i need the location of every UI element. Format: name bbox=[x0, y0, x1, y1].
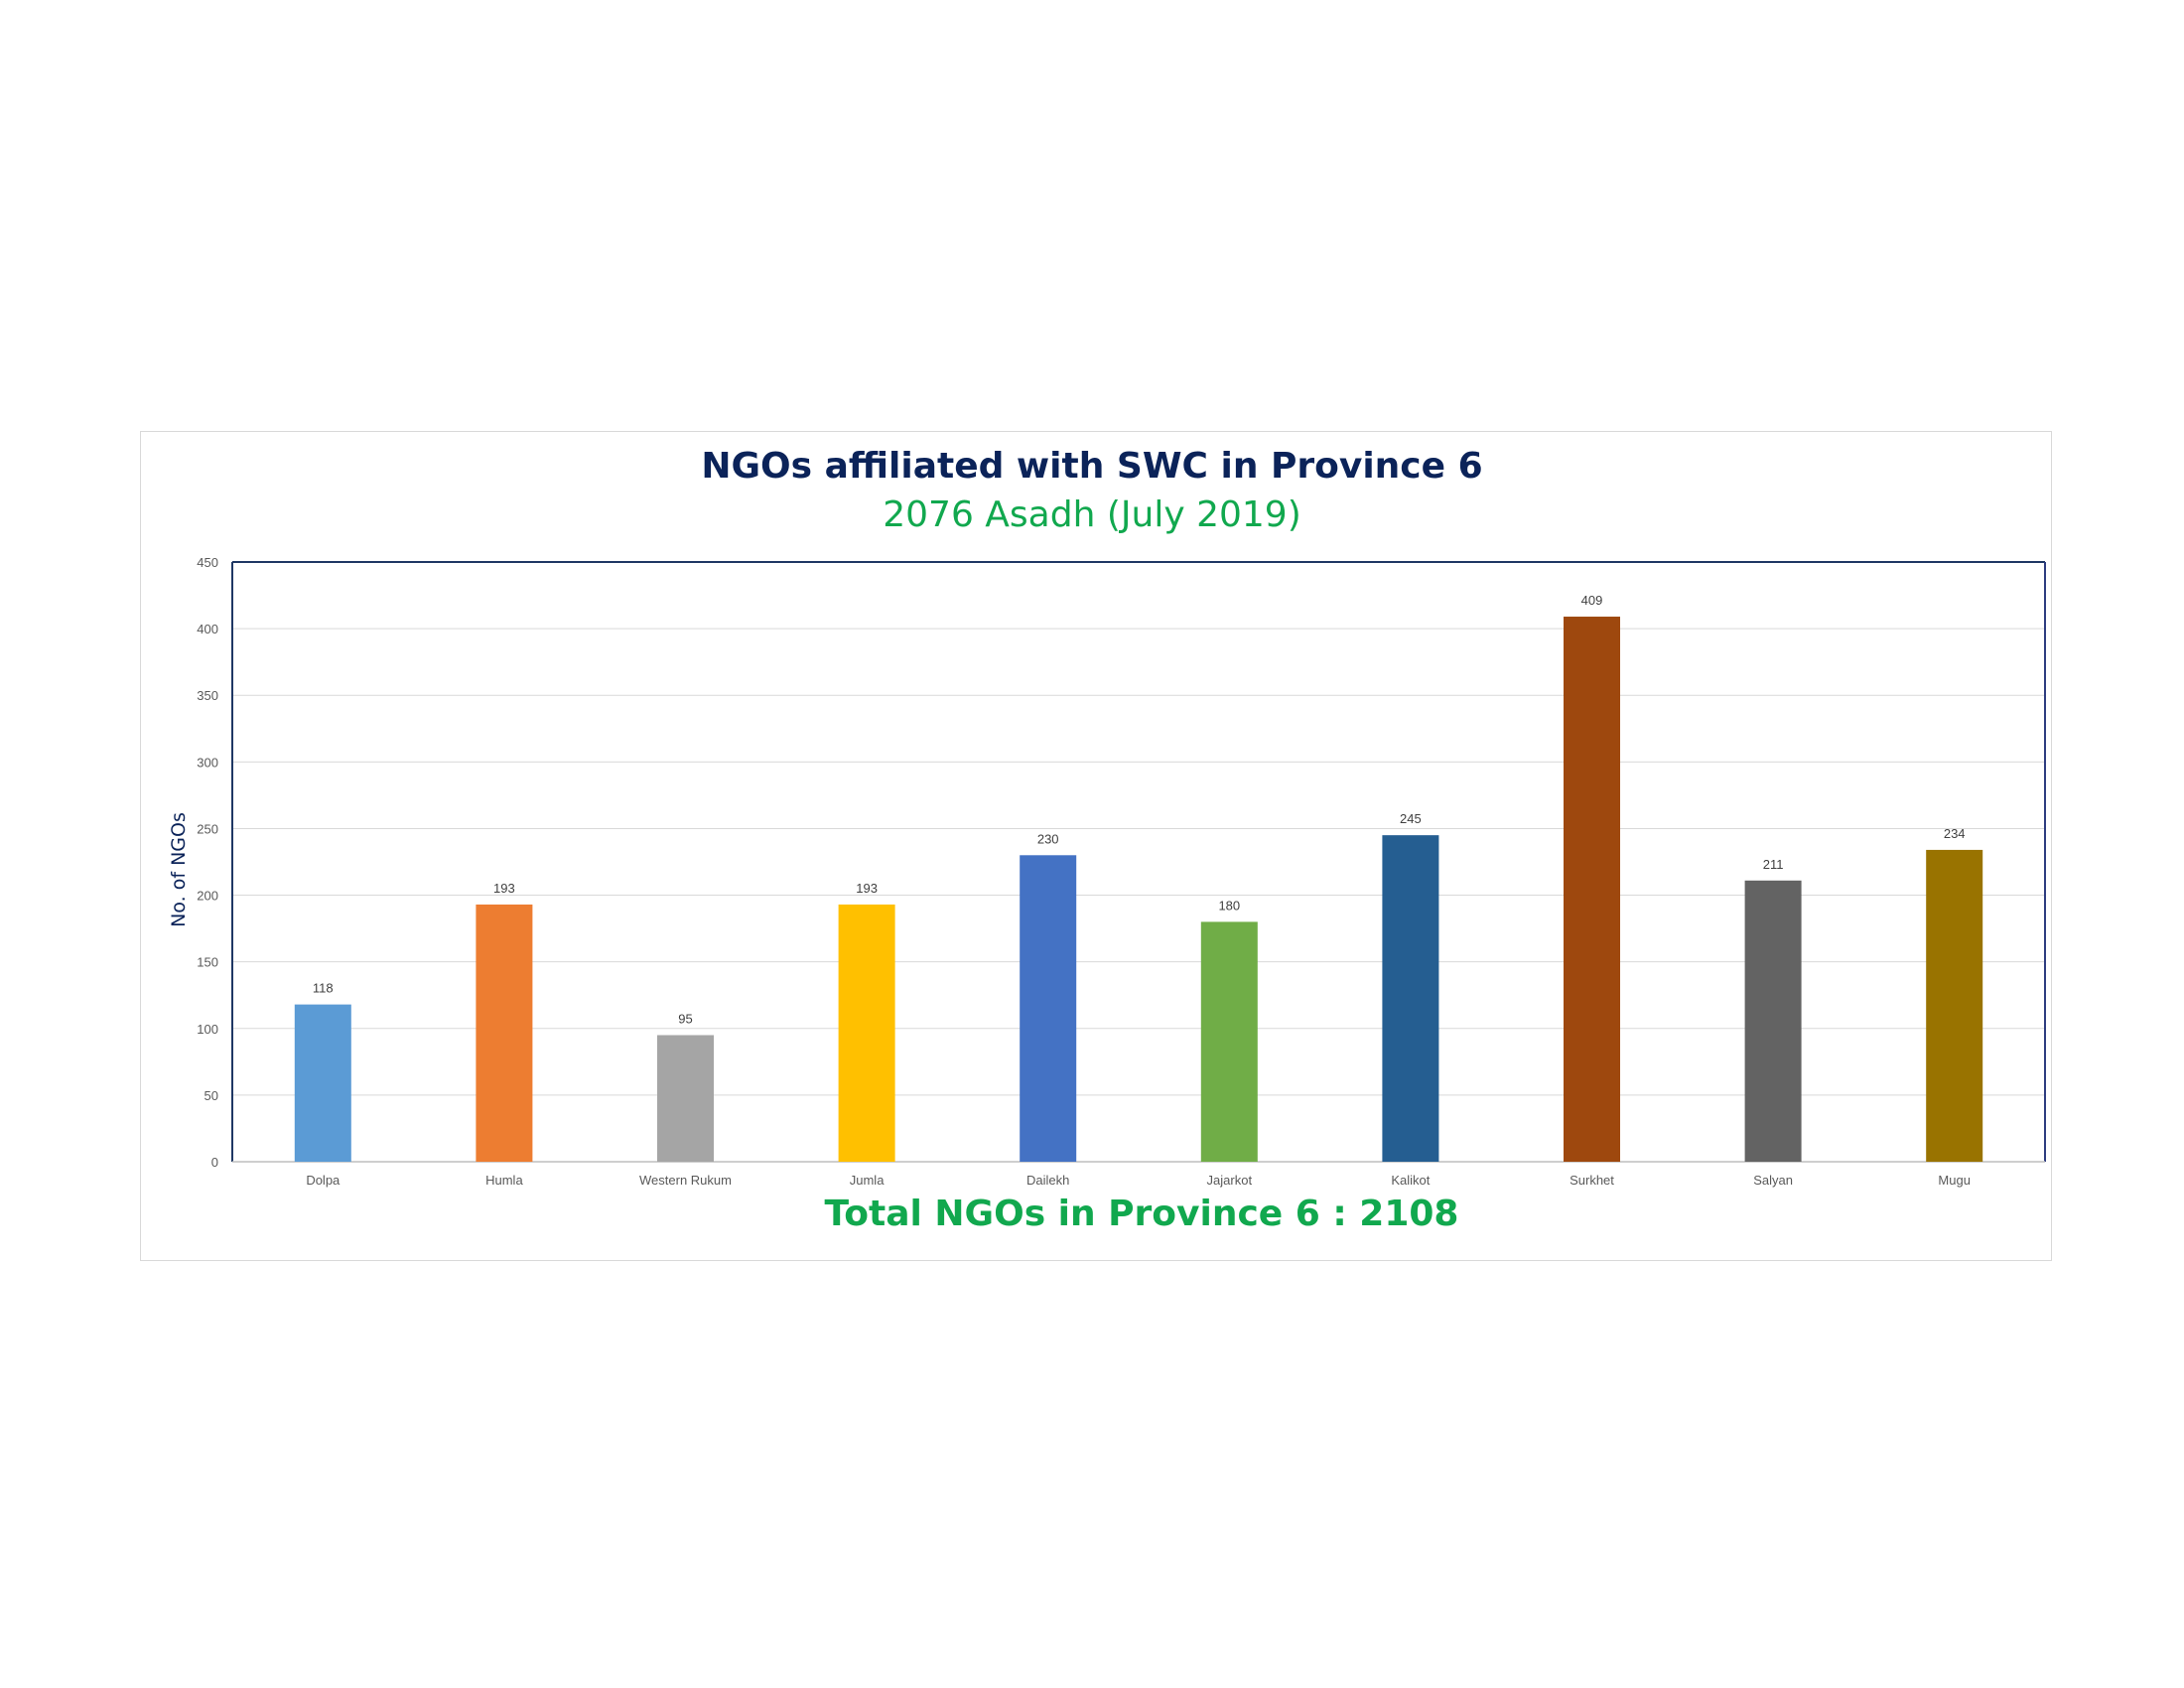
bar-dailekh bbox=[1020, 855, 1077, 1162]
x-category-label: Salyan bbox=[1753, 1173, 1793, 1188]
y-tick-label: 100 bbox=[197, 1022, 218, 1037]
x-category-label: Western Rukum bbox=[639, 1173, 732, 1188]
x-category-label: Humla bbox=[485, 1173, 523, 1188]
x-category-label: Mugu bbox=[1938, 1173, 1971, 1188]
data-label: 193 bbox=[493, 881, 515, 896]
data-label: 193 bbox=[856, 881, 878, 896]
y-axis-title: No. of NGOs bbox=[168, 812, 190, 927]
bar-jajarkot bbox=[1200, 921, 1258, 1162]
y-tick-label: 200 bbox=[197, 889, 218, 904]
x-category-label: Surkhet bbox=[1570, 1173, 1614, 1188]
y-tick-label: 150 bbox=[197, 955, 218, 970]
data-label: 180 bbox=[1218, 898, 1240, 913]
data-label: 409 bbox=[1581, 593, 1603, 608]
chart-frame bbox=[140, 431, 2052, 1261]
bar-western-rukum bbox=[657, 1035, 714, 1162]
y-tick-label: 350 bbox=[197, 688, 218, 703]
data-label: 211 bbox=[1763, 857, 1784, 872]
x-category-label: Kalikot bbox=[1391, 1173, 1430, 1188]
x-category-label: Dailekh bbox=[1026, 1173, 1069, 1188]
data-label: 95 bbox=[678, 1011, 692, 1026]
bars bbox=[294, 617, 1983, 1162]
bar-kalikot bbox=[1382, 835, 1439, 1162]
bar-jumla bbox=[838, 904, 895, 1162]
y-tick-label: 250 bbox=[197, 821, 218, 836]
chart-subtitle: 2076 Asadh (July 2019) bbox=[883, 494, 1301, 535]
gridlines bbox=[232, 628, 2045, 1096]
data-label: 230 bbox=[1037, 831, 1059, 846]
labels: 0 50 100 150 200 250 300 350 400 450 118 Dolpa 193 Hu… bbox=[197, 555, 1971, 1188]
axes bbox=[231, 561, 2046, 1163]
x-category-label: Jajarkot bbox=[1207, 1173, 1253, 1188]
bar-surkhet bbox=[1564, 617, 1620, 1162]
data-label: 245 bbox=[1400, 811, 1422, 826]
chart-title: NGOs affiliated with SWC in Province 6 bbox=[701, 446, 1483, 487]
y-tick-label: 400 bbox=[197, 622, 218, 636]
y-tick-label: 300 bbox=[197, 755, 218, 770]
bar-humla bbox=[476, 904, 533, 1162]
y-tick-label: 0 bbox=[211, 1155, 218, 1170]
x-category-label: Jumla bbox=[850, 1173, 885, 1188]
data-label: 234 bbox=[1944, 826, 1966, 841]
bar-salyan bbox=[1744, 880, 1802, 1162]
chart-footer-total: Total NGOs in Province 6 : 2108 bbox=[824, 1194, 1459, 1234]
data-label: 118 bbox=[313, 981, 334, 996]
bar-mugu bbox=[1926, 849, 1983, 1162]
y-tick-label: 50 bbox=[205, 1088, 218, 1103]
x-category-label: Dolpa bbox=[306, 1173, 341, 1188]
y-tick-label: 450 bbox=[197, 555, 218, 570]
bar-dolpa bbox=[294, 1004, 351, 1162]
